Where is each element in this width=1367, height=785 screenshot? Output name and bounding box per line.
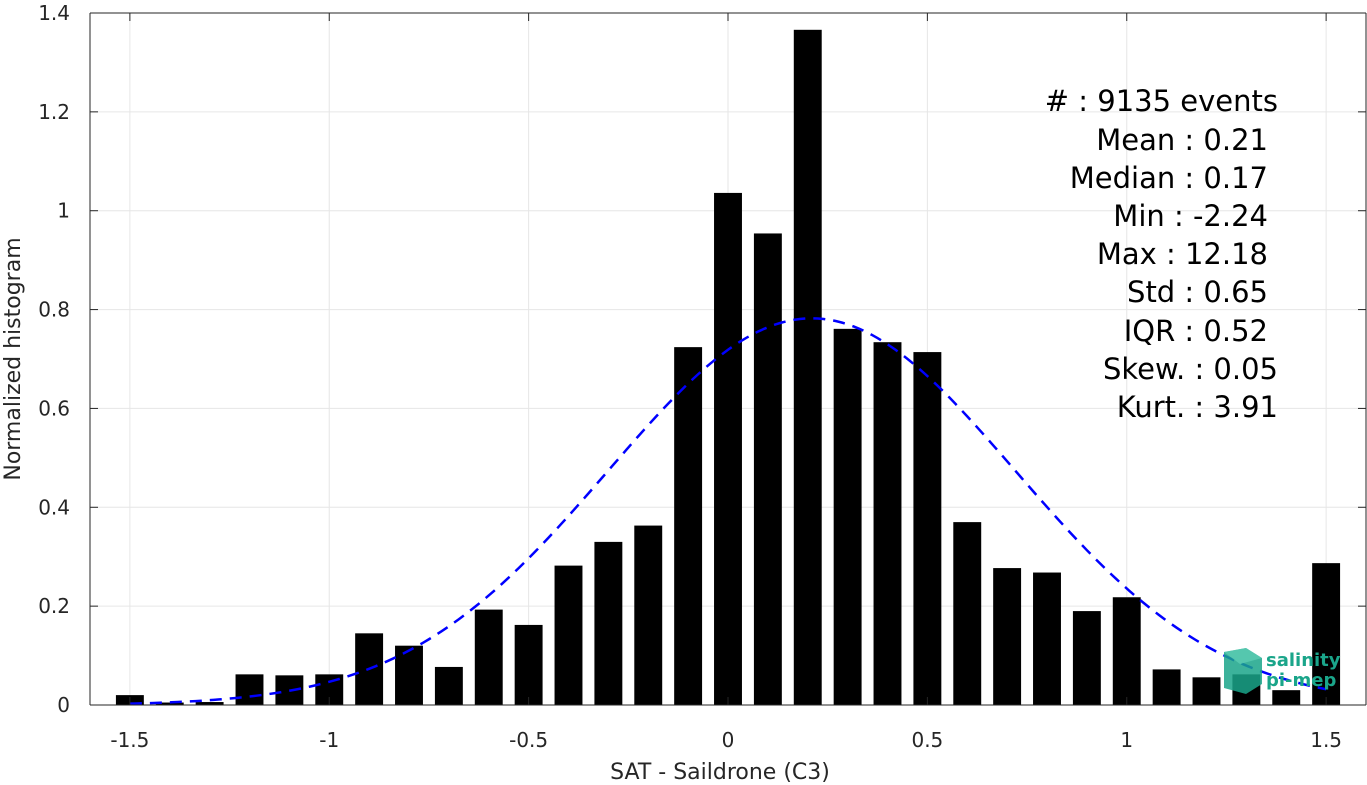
histogram-bar [833, 328, 862, 705]
gaussian-fit-curve [129, 317, 1327, 705]
y-tick-label: 0.4 [38, 495, 70, 519]
y-tick-label: 0 [57, 693, 70, 717]
logo-text-line2: pi-mep [1266, 670, 1336, 691]
histogram-bar [1033, 572, 1061, 705]
logo-text-line1: salinity [1266, 650, 1341, 671]
histogram-bar [793, 29, 822, 705]
y-tick-label: 1 [57, 199, 70, 223]
histogram-bar [674, 347, 703, 705]
stat-median: Median : 0.17 [1070, 161, 1268, 195]
stat-kurt: Kurt. : 3.91 [1117, 390, 1278, 424]
histogram-bar [873, 342, 902, 705]
stat-mean: Mean : 0.21 [1096, 123, 1268, 157]
histogram-bars [115, 29, 1341, 706]
stat-max: Max : 12.18 [1097, 237, 1268, 271]
x-tick-label: -1.5 [110, 728, 149, 752]
histogram-bar [514, 624, 543, 705]
y-tick-labels: 0 0.2 0.4 0.6 0.8 1 1.2 1.4 [38, 1, 70, 717]
histogram-bar [1272, 690, 1301, 705]
y-axis-label: Normalized histogram [1, 237, 26, 480]
histogram-bar [714, 192, 742, 706]
y-tick-label: 1.2 [38, 100, 70, 124]
histogram-bar [993, 568, 1022, 705]
histogram-bar [1312, 563, 1341, 705]
histogram-bar [434, 666, 463, 705]
x-tick-label: 0.5 [911, 728, 943, 752]
histogram-bar [753, 233, 782, 706]
histogram-bar [235, 674, 264, 705]
histogram-bar [474, 609, 503, 705]
logo-cube-shade [1224, 648, 1262, 664]
y-tick-label: 1.4 [38, 1, 70, 25]
y-tick-label: 0.2 [38, 594, 70, 618]
x-tick-labels: -1.5 -1 -0.5 0 0.5 1 1.5 [110, 728, 1342, 752]
histogram-bar [1192, 677, 1221, 705]
stat-iqr: IQR : 0.52 [1124, 314, 1268, 348]
histogram-bar [1072, 611, 1101, 705]
stat-std: Std : 0.65 [1127, 275, 1268, 309]
histogram-bar [155, 702, 184, 705]
histogram-bar [395, 645, 423, 705]
histogram-bar [594, 541, 623, 705]
x-tick-label: -1 [319, 728, 339, 752]
x-tick-label: 0 [722, 728, 735, 752]
histogram-bar [953, 522, 982, 705]
axes-frame [89, 12, 1367, 706]
stat-skew: Skew. : 0.05 [1103, 352, 1278, 386]
salinity-pi-mep-logo: salinity pi-mep [1224, 648, 1341, 694]
stat-count: # : 9135 events [1045, 84, 1278, 118]
statistics-box: # : 9135 events Mean : 0.21 Median : 0.1… [1045, 84, 1278, 424]
histogram-bar [1152, 669, 1181, 705]
x-tick-label: 1.5 [1310, 728, 1342, 752]
histogram-bar [554, 565, 583, 705]
y-tick-label: 0.6 [38, 396, 70, 420]
histogram-bar [634, 525, 663, 705]
stat-min: Min : -2.24 [1113, 199, 1268, 233]
x-axis-label: SAT - Saildrone (C3) [610, 760, 830, 785]
histogram-bar [195, 702, 224, 705]
x-tick-label: -0.5 [509, 728, 548, 752]
histogram-bar [1112, 597, 1141, 705]
y-tick-label: 0.8 [38, 298, 70, 322]
histogram-bar [913, 352, 942, 705]
x-tick-label: 1 [1120, 728, 1133, 752]
